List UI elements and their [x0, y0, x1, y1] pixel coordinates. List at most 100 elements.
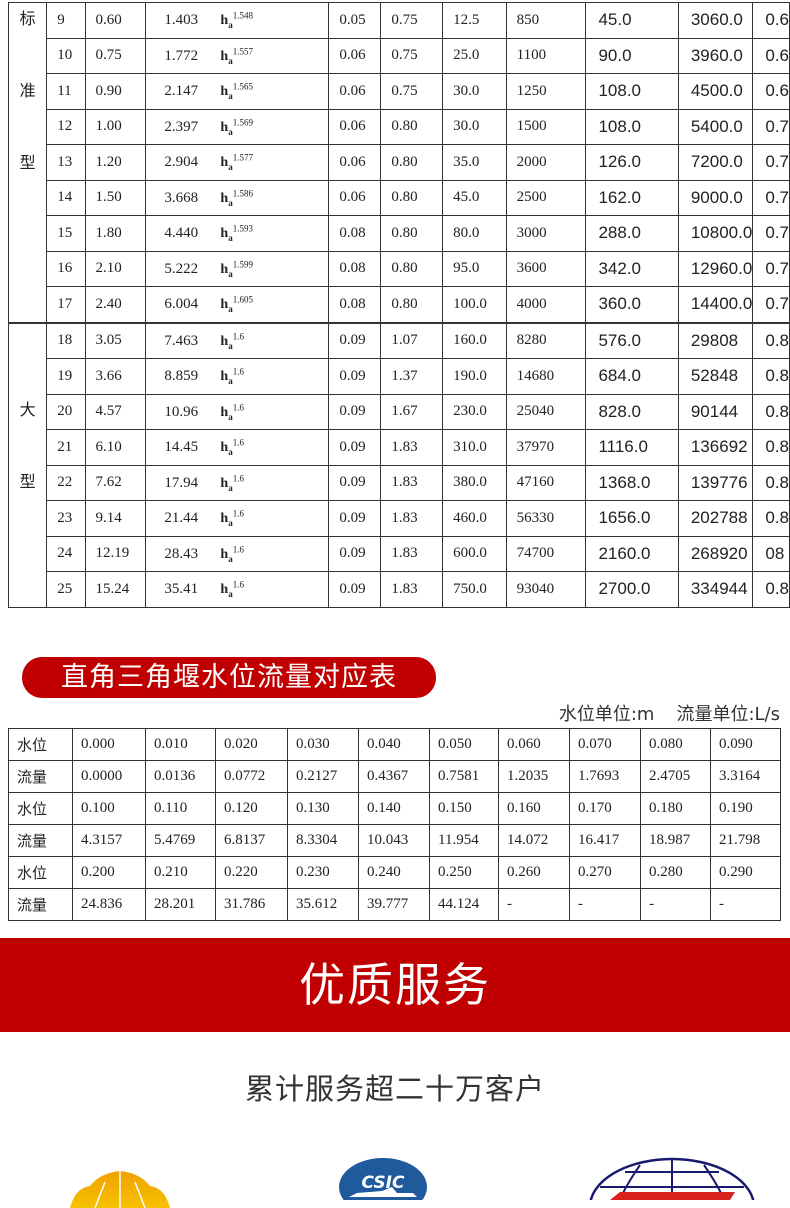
row-number-cell: 21 [46, 429, 86, 466]
row-label: 流量 [8, 760, 73, 793]
max-head-cell: 0.80 [380, 286, 444, 323]
table-cell: - [569, 888, 641, 921]
table-row: 19 3.66 8.859 ha1.6 0.09 1.37 190.0 14680 684.0 5… [9, 358, 790, 395]
formula-sub: a [228, 375, 233, 386]
group-label-char: 型 [19, 471, 36, 491]
table-row: 流量 24.836 28.201 31.786 35.612 39.777 44.124- -… [8, 888, 781, 921]
min-head-cell: 0.05 [328, 2, 382, 39]
min-head-cell: 0.06 [328, 144, 382, 181]
flow-7-cell: 162.0 [585, 179, 679, 216]
table-row: 水位 0.100 0.110 0.120 0.130 0.140 0.150 0.160 0.1… [8, 792, 781, 825]
row-label: 水位 [8, 728, 73, 761]
coefficient: 7.463 [164, 332, 199, 349]
max-flow-cell: 47160 [505, 464, 587, 501]
table-cell: 1.2035 [498, 760, 570, 793]
formula-sub: a [228, 161, 233, 172]
table-cell: 0.0136 [145, 760, 216, 793]
ratio-cell: 08 [752, 535, 790, 572]
coefficient: 35.41 [164, 581, 199, 598]
formula-exponent: 1.569 [232, 117, 253, 128]
ratio-cell: 0.7 [752, 286, 790, 323]
max-head-cell: 1.37 [380, 358, 444, 395]
formula-cell: 10.96 ha1.6 [145, 393, 330, 430]
flow-7-cell: 360.0 [585, 286, 679, 323]
min-head-cell: 0.09 [328, 464, 382, 501]
row-number-cell: 10 [46, 37, 86, 74]
max-flow-cell: 1100 [505, 37, 587, 74]
coefficient: 6.004 [164, 296, 199, 313]
max-head-cell: 0.75 [380, 73, 444, 110]
coefficient: 8.859 [164, 368, 199, 385]
formula-exponent: 1.6 [232, 331, 244, 342]
level-unit: 水位单位:m [558, 704, 655, 725]
formula-base: h [220, 13, 229, 29]
table-row: 流量 0.0000 0.0136 0.0772 0.2127 0.4367 0.7581 1.… [8, 760, 781, 793]
width-b-cell: 1.80 [84, 215, 147, 252]
flow-7-cell: 1368.0 [585, 464, 679, 501]
table-cell: 0.280 [640, 856, 711, 889]
min-flow-cell: 30.0 [442, 73, 507, 110]
table-cell: 0.030 [287, 728, 359, 761]
formula: ha1.586 [220, 188, 253, 207]
formula-base: h [220, 440, 229, 456]
clients-text: 累计服务超二十万客户 [244, 1072, 545, 1106]
coefficient: 21.44 [164, 510, 199, 527]
table-cell: 0.270 [569, 856, 641, 889]
formula-cell: 2.904 ha1.577 [145, 144, 330, 181]
row-number-cell: 16 [46, 250, 86, 287]
flow-8-cell: 202788 [677, 500, 754, 537]
group-label-char: 型 [19, 153, 36, 172]
formula-base: h [220, 475, 229, 491]
flow-7-cell: 126.0 [585, 144, 679, 181]
table-row: 大型 18 3.05 7.463 ha1.6 0.09 1.07 160.0 8280 576.0… [7, 322, 790, 608]
table-cell: 0.100 [72, 792, 146, 825]
service-banner: 优质服务 [0, 938, 790, 1032]
formula: ha1.599 [220, 259, 253, 278]
min-flow-cell: 12.5 [442, 2, 507, 39]
units-note: 水位单位:m 流量单位:L/s [537, 700, 780, 726]
coefficient: 4.440 [164, 225, 199, 242]
table-cell: 4.3157 [72, 824, 146, 857]
table-cell: 6.8137 [215, 824, 288, 857]
min-head-cell: 0.09 [328, 500, 382, 537]
min-flow-cell: 80.0 [442, 215, 507, 252]
width-b-cell: 1.00 [84, 108, 147, 145]
max-head-cell: 0.80 [380, 144, 444, 181]
row-number-cell: 13 [46, 144, 86, 181]
row-number-cell: 17 [46, 286, 86, 323]
formula: ha1.6 [220, 473, 244, 492]
flow-8-cell: 139776 [677, 464, 754, 501]
flow-8-cell: 52848 [677, 358, 754, 395]
table-cell: 8.3304 [287, 824, 359, 857]
coefficient: 1.403 [164, 12, 199, 29]
formula-sub: a [228, 126, 233, 137]
formula-exponent: 1.557 [232, 46, 253, 57]
table-row: 标准型 9 0.60 1.403 ha1.548 0.05 0.75 12.5 850 45.0 3… [7, 2, 790, 323]
coefficient: 2.904 [164, 154, 199, 171]
min-head-cell: 0.09 [328, 358, 382, 395]
table-cell: 0.110 [145, 792, 216, 825]
row-label: 流量 [8, 824, 73, 857]
flow-8-cell: 5400.0 [677, 108, 754, 145]
table-row: 水位 0.000 0.010 0.020 0.030 0.040 0.050 0.060 0.0… [8, 728, 781, 761]
min-flow-cell: 95.0 [442, 250, 507, 287]
max-flow-cell: 2000 [505, 144, 587, 181]
min-flow-cell: 35.0 [442, 144, 507, 181]
formula-sub: a [228, 90, 233, 101]
min-flow-cell: 160.0 [442, 322, 507, 359]
min-flow-cell: 100.0 [442, 286, 507, 323]
row-number-cell: 23 [46, 500, 86, 537]
table-row: 14 1.50 3.668 ha1.586 0.06 0.80 45.0 2500 162.0 9… [9, 179, 790, 216]
formula-exponent: 1.577 [232, 152, 253, 163]
max-flow-cell: 4000 [505, 286, 587, 323]
min-head-cell: 0.08 [328, 286, 382, 323]
table-cell: - [498, 888, 570, 921]
max-flow-cell: 37970 [505, 429, 587, 466]
coefficient: 3.668 [164, 189, 199, 206]
min-flow-cell: 750.0 [442, 571, 507, 608]
min-head-cell: 0.06 [328, 73, 382, 110]
formula-sub: a [228, 411, 233, 422]
table-row: 21 6.10 14.45 ha1.6 0.09 1.83 310.0 37970 1116.0… [9, 429, 790, 466]
section-title: 直角三角堰水位流量对应表 [22, 657, 436, 698]
width-b-cell: 3.66 [84, 358, 147, 395]
